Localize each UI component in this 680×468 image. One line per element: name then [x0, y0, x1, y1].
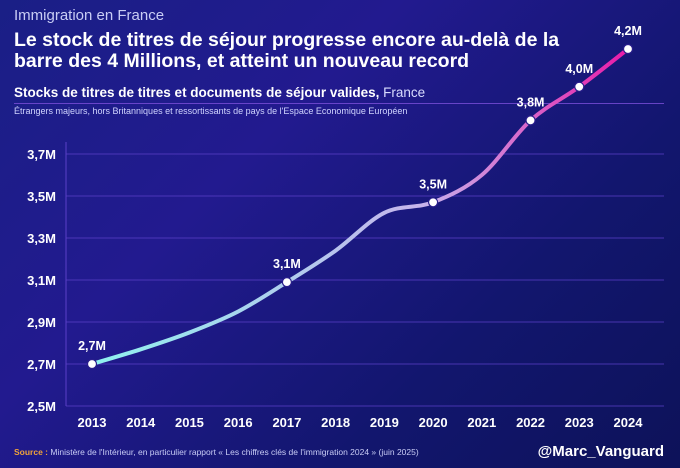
x-axis-ticks: 2013 2014 2015 2016 2017 2018 2019 2020 2021 2022… — [78, 415, 644, 430]
subtitle-light: France — [379, 85, 426, 100]
source-note: Source : Ministère de l'Intérieur, en pa… — [14, 447, 419, 457]
x-tick-label: 2019 — [370, 415, 399, 430]
author-handle: @Marc_Vanguard — [537, 443, 664, 460]
subtitle-divider — [14, 103, 664, 104]
chart-note: Étrangers majeurs, hors Britanniques et … — [14, 106, 408, 116]
data-labels: 2,7M 3,1M 3,5M 3,8M 4,0M 4,2M — [78, 24, 642, 353]
subtitle-bold: Stocks de titres de titres et documents … — [14, 85, 380, 100]
x-tick-label: 2020 — [419, 415, 448, 430]
data-point-marker — [622, 43, 634, 55]
y-tick-label: 3,3M — [27, 231, 56, 246]
data-point-marker — [86, 358, 98, 370]
data-label: 2,7M — [78, 339, 106, 353]
source-label: Source : — [14, 447, 49, 457]
x-tick-label: 2014 — [126, 415, 156, 430]
x-tick-label: 2017 — [272, 415, 301, 430]
y-tick-label: 2,7M — [27, 357, 56, 372]
data-point-marker — [427, 197, 439, 208]
series-line — [90, 47, 630, 366]
source-text: Ministère de l'Intérieur, en particulier… — [48, 447, 419, 457]
data-label: 4,2M — [614, 24, 642, 38]
y-tick-label: 3,7M — [27, 147, 56, 162]
x-tick-label: 2021 — [467, 415, 496, 430]
x-tick-label: 2023 — [565, 415, 594, 430]
x-tick-label: 2015 — [175, 415, 204, 430]
x-tick-label: 2022 — [516, 415, 545, 430]
chart-subtitle: Stocks de titres de titres et documents … — [14, 85, 425, 100]
y-tick-label: 3,1M — [27, 273, 56, 288]
data-label: 3,5M — [419, 177, 447, 191]
data-markers — [86, 43, 634, 370]
y-tick-label: 2,9M — [27, 315, 56, 330]
data-point-marker — [525, 115, 536, 126]
gridlines — [65, 142, 664, 407]
x-tick-label: 2018 — [321, 415, 350, 430]
data-label: 3,1M — [273, 257, 301, 271]
data-point-marker — [281, 277, 293, 288]
x-tick-label: 2016 — [224, 415, 253, 430]
y-tick-label: 3,5M — [27, 189, 56, 204]
chart-headline: Le stock de titres de séjour progresse e… — [14, 29, 560, 72]
x-tick-label: 2024 — [614, 415, 644, 430]
kicker-text: Immigration en France — [14, 7, 165, 24]
data-point-marker — [574, 81, 585, 92]
data-label: 3,8M — [517, 95, 545, 109]
data-label: 4,0M — [565, 62, 593, 76]
y-tick-label: 2,5M — [27, 399, 56, 414]
x-tick-label: 2013 — [78, 415, 107, 430]
y-axis-ticks: 2,5M 2,7M 2,9M 3,1M 3,3M 3,5M 3,7M — [27, 147, 56, 414]
